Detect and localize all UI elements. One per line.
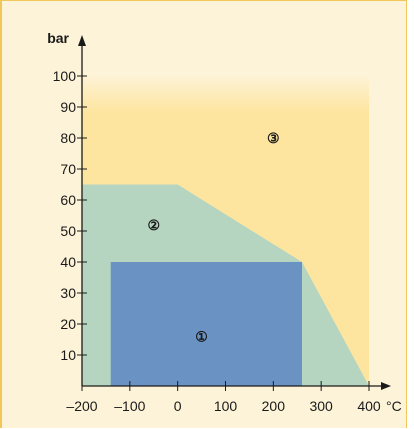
x-tick-label: –100 [114,398,145,414]
chart-axes: –200 –100 0 100 200 300 400 10 20 30 40 50 60 70 80 90 1… [47,30,402,414]
y-tick-label: 50 [60,223,76,239]
y-tick-label: 60 [60,192,76,208]
y-tick-label: 70 [60,161,76,177]
region-label-1: ③ [267,130,280,146]
x-axis-title: °C [386,398,402,414]
x-tick-label: –200 [66,398,97,414]
region-label-3: ① [195,328,208,344]
y-tick-label: 90 [60,99,76,115]
y-tick-label: 40 [60,254,76,270]
x-tick-label: 200 [262,398,286,414]
region-3-top-fade [82,74,369,112]
x-tick-label: 300 [309,398,333,414]
y-tick-label: 100 [53,68,77,84]
x-tick-label: 400 [357,398,381,414]
y-axis-title: bar [47,30,69,46]
x-tick-label: 100 [214,398,238,414]
x-axis-arrow [381,382,391,390]
y-axis-arrow [78,35,86,46]
y-tick-label: 10 [60,347,76,363]
region-label-2: ② [147,217,160,233]
region-labels: ③ ② ① [147,130,279,344]
region-3-area [110,262,302,386]
y-tick-label: 20 [60,316,76,332]
x-tick-label: 0 [174,398,182,414]
y-tick-label: 80 [60,130,76,146]
chart-regions [82,76,369,386]
y-tick-label: 30 [60,285,76,301]
